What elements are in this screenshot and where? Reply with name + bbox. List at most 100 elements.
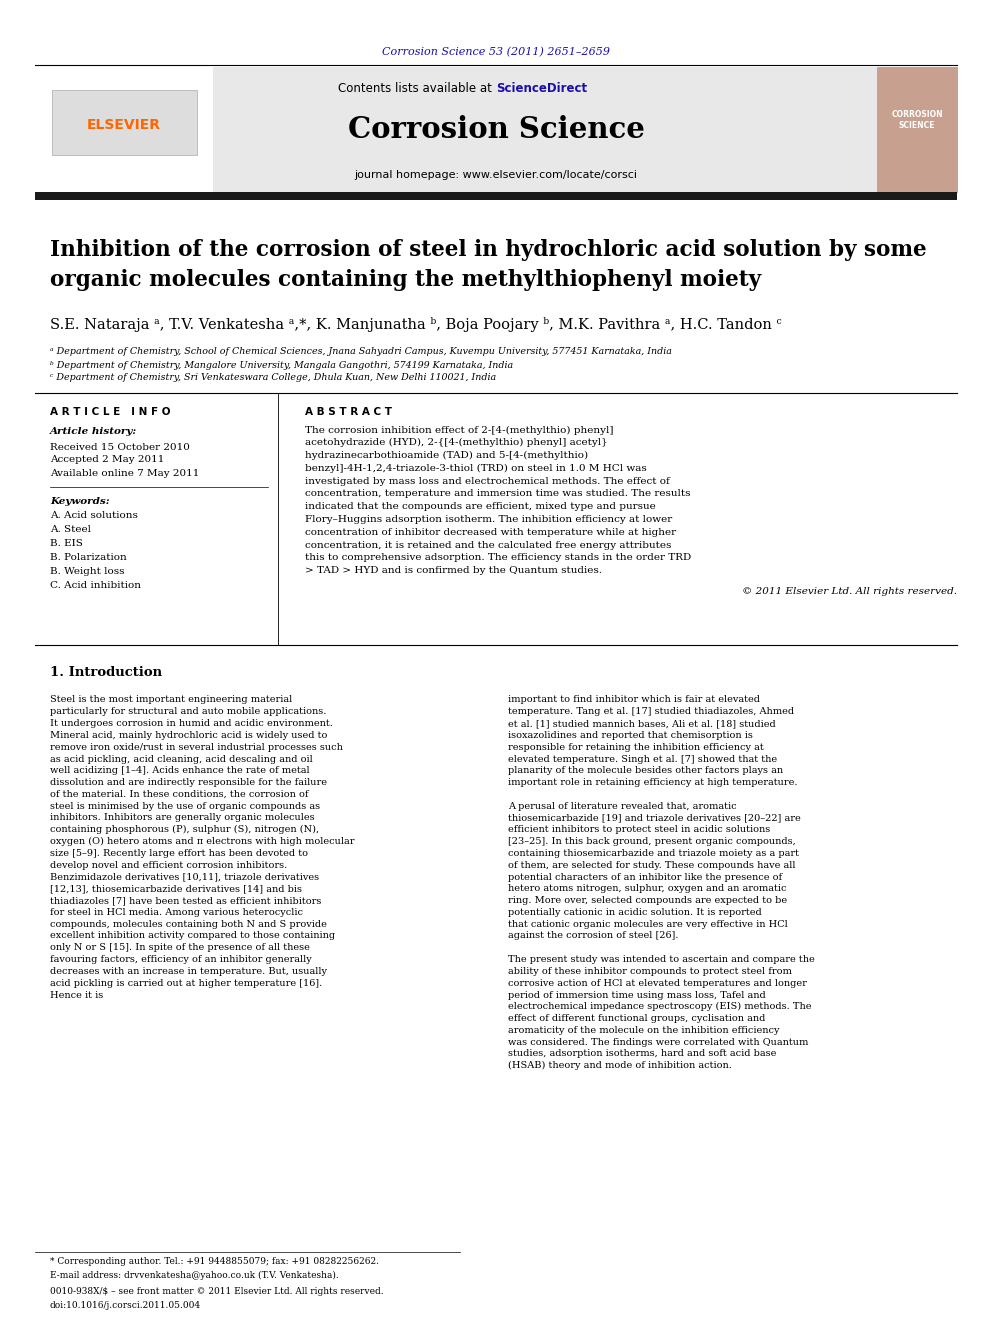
Text: important to find inhibitor which is fair at elevated: important to find inhibitor which is fai… — [508, 696, 760, 705]
Text: 1. Introduction: 1. Introduction — [50, 665, 162, 679]
Bar — [35, 67, 877, 192]
Text: Article history:: Article history: — [50, 427, 137, 437]
Text: of them, are selected for study. These compounds have all: of them, are selected for study. These c… — [508, 861, 796, 869]
Text: develop novel and efficient corrosion inhibitors.: develop novel and efficient corrosion in… — [50, 861, 288, 869]
Bar — [877, 67, 957, 192]
Text: hydrazinecarbothioamide (TAD) and 5-[4-(methylthio): hydrazinecarbothioamide (TAD) and 5-[4-(… — [305, 451, 588, 460]
Text: efficient inhibitors to protect steel in acidic solutions: efficient inhibitors to protect steel in… — [508, 826, 770, 835]
Text: indicated that the compounds are efficient, mixed type and pursue: indicated that the compounds are efficie… — [305, 503, 656, 511]
Text: [12,13], thiosemicarbazide derivatives [14] and bis: [12,13], thiosemicarbazide derivatives [… — [50, 884, 302, 893]
Text: Corrosion Science 53 (2011) 2651–2659: Corrosion Science 53 (2011) 2651–2659 — [382, 46, 610, 57]
Text: for steel in HCl media. Among various heterocyclic: for steel in HCl media. Among various he… — [50, 908, 303, 917]
Text: Corrosion Science: Corrosion Science — [347, 115, 645, 144]
Text: A B S T R A C T: A B S T R A C T — [305, 407, 392, 417]
Text: B. Weight loss: B. Weight loss — [50, 568, 125, 577]
Text: Benzimidazole derivatives [10,11], triazole derivatives: Benzimidazole derivatives [10,11], triaz… — [50, 872, 319, 881]
Text: of the material. In these conditions, the corrosion of: of the material. In these conditions, th… — [50, 790, 309, 799]
Text: responsible for retaining the inhibition efficiency at: responsible for retaining the inhibition… — [508, 742, 764, 751]
Text: Accepted 2 May 2011: Accepted 2 May 2011 — [50, 455, 165, 464]
Text: Available online 7 May 2011: Available online 7 May 2011 — [50, 468, 199, 478]
Text: Received 15 October 2010: Received 15 October 2010 — [50, 442, 189, 451]
Text: excellent inhibition activity compared to those containing: excellent inhibition activity compared t… — [50, 931, 335, 941]
Text: elevated temperature. Singh et al. [7] showed that the: elevated temperature. Singh et al. [7] s… — [508, 754, 777, 763]
Text: was considered. The findings were correlated with Quantum: was considered. The findings were correl… — [508, 1037, 808, 1046]
Text: ability of these inhibitor compounds to protect steel from: ability of these inhibitor compounds to … — [508, 967, 792, 976]
Text: A. Acid solutions: A. Acid solutions — [50, 512, 138, 520]
Text: acid pickling is carried out at higher temperature [16].: acid pickling is carried out at higher t… — [50, 979, 322, 988]
Bar — [52, 90, 197, 155]
Text: ScienceDirect: ScienceDirect — [496, 82, 587, 94]
Text: aromaticity of the molecule on the inhibition efficiency: aromaticity of the molecule on the inhib… — [508, 1025, 780, 1035]
Text: Inhibition of the corrosion of steel in hydrochloric acid solution by some
organ: Inhibition of the corrosion of steel in … — [50, 239, 927, 291]
Text: acetohydrazide (HYD), 2-{[4-(methylthio) phenyl] acetyl}: acetohydrazide (HYD), 2-{[4-(methylthio)… — [305, 438, 608, 447]
Text: Contents lists available at: Contents lists available at — [338, 82, 496, 94]
Text: decreases with an increase in temperature. But, usually: decreases with an increase in temperatur… — [50, 967, 327, 976]
Text: C. Acid inhibition: C. Acid inhibition — [50, 582, 141, 590]
Text: potential characters of an inhibitor like the presence of: potential characters of an inhibitor lik… — [508, 872, 782, 881]
Text: studies, adsorption isotherms, hard and soft acid base: studies, adsorption isotherms, hard and … — [508, 1049, 777, 1058]
Text: isoxazolidines and reported that chemisorption is: isoxazolidines and reported that chemiso… — [508, 730, 753, 740]
Text: A perusal of literature revealed that, aromatic: A perusal of literature revealed that, a… — [508, 802, 737, 811]
Text: favouring factors, efficiency of an inhibitor generally: favouring factors, efficiency of an inhi… — [50, 955, 311, 964]
Text: E-mail address: drvvenkatesha@yahoo.co.uk (T.V. Venkatesha).: E-mail address: drvvenkatesha@yahoo.co.u… — [50, 1270, 338, 1279]
Text: only N or S [15]. In spite of the presence of all these: only N or S [15]. In spite of the presen… — [50, 943, 310, 953]
Text: inhibitors. Inhibitors are generally organic molecules: inhibitors. Inhibitors are generally org… — [50, 814, 314, 823]
Text: concentration, temperature and immersion time was studied. The results: concentration, temperature and immersion… — [305, 490, 690, 499]
Text: steel is minimised by the use of organic compounds as: steel is minimised by the use of organic… — [50, 802, 320, 811]
Bar — [35, 67, 213, 192]
Text: thiosemicarbazide [19] and triazole derivatives [20–22] are: thiosemicarbazide [19] and triazole deri… — [508, 814, 801, 823]
Text: electrochemical impedance spectroscopy (EIS) methods. The: electrochemical impedance spectroscopy (… — [508, 1003, 811, 1011]
Text: concentration, it is retained and the calculated free energy attributes: concentration, it is retained and the ca… — [305, 541, 672, 549]
Text: containing thiosemicarbazide and triazole moiety as a part: containing thiosemicarbazide and triazol… — [508, 849, 799, 857]
Text: > TAD > HYD and is confirmed by the Quantum studies.: > TAD > HYD and is confirmed by the Quan… — [305, 566, 602, 576]
Text: as acid pickling, acid cleaning, acid descaling and oil: as acid pickling, acid cleaning, acid de… — [50, 754, 312, 763]
Text: investigated by mass loss and electrochemical methods. The effect of: investigated by mass loss and electroche… — [305, 476, 670, 486]
Text: CORROSION
SCIENCE: CORROSION SCIENCE — [891, 110, 942, 130]
Text: benzyl]-4H-1,2,4-triazole-3-thiol (TRD) on steel in 1.0 M HCl was: benzyl]-4H-1,2,4-triazole-3-thiol (TRD) … — [305, 464, 647, 472]
Text: A. Steel: A. Steel — [50, 525, 91, 534]
Text: Flory–Huggins adsorption isotherm. The inhibition efficiency at lower: Flory–Huggins adsorption isotherm. The i… — [305, 515, 673, 524]
Text: journal homepage: www.elsevier.com/locate/corsci: journal homepage: www.elsevier.com/locat… — [354, 169, 638, 180]
Text: ring. More over, selected compounds are expected to be: ring. More over, selected compounds are … — [508, 896, 787, 905]
Text: against the corrosion of steel [26].: against the corrosion of steel [26]. — [508, 931, 679, 941]
Text: Mineral acid, mainly hydrochloric acid is widely used to: Mineral acid, mainly hydrochloric acid i… — [50, 730, 327, 740]
Text: remove iron oxide/rust in several industrial processes such: remove iron oxide/rust in several indust… — [50, 742, 343, 751]
Text: period of immersion time using mass loss, Tafel and: period of immersion time using mass loss… — [508, 991, 766, 999]
Text: ELSEVIER: ELSEVIER — [87, 118, 161, 132]
Text: containing phosphorous (P), sulphur (S), nitrogen (N),: containing phosphorous (P), sulphur (S),… — [50, 826, 319, 835]
Text: B. Polarization: B. Polarization — [50, 553, 127, 562]
Text: B. EIS: B. EIS — [50, 540, 83, 549]
Text: concentration of inhibitor decreased with temperature while at higher: concentration of inhibitor decreased wit… — [305, 528, 677, 537]
Text: potentially cationic in acidic solution. It is reported: potentially cationic in acidic solution.… — [508, 908, 762, 917]
Text: doi:10.1016/j.corsci.2011.05.004: doi:10.1016/j.corsci.2011.05.004 — [50, 1301, 201, 1310]
Text: ᶜ Department of Chemistry, Sri Venkateswara College, Dhula Kuan, New Delhi 11002: ᶜ Department of Chemistry, Sri Venkatesw… — [50, 373, 496, 382]
Text: well acidizing [1–4]. Acids enhance the rate of metal: well acidizing [1–4]. Acids enhance the … — [50, 766, 310, 775]
Text: Keywords:: Keywords: — [50, 496, 110, 505]
Text: important role in retaining efficiency at high temperature.: important role in retaining efficiency a… — [508, 778, 798, 787]
Text: [23–25]. In this back ground, present organic compounds,: [23–25]. In this back ground, present or… — [508, 837, 796, 847]
Text: that cationic organic molecules are very effective in HCl: that cationic organic molecules are very… — [508, 919, 788, 929]
Text: ᵃ Department of Chemistry, School of Chemical Sciences, Jnana Sahyadri Campus, K: ᵃ Department of Chemistry, School of Che… — [50, 348, 672, 356]
Text: hetero atoms nitrogen, sulphur, oxygen and an aromatic: hetero atoms nitrogen, sulphur, oxygen a… — [508, 884, 787, 893]
Text: Hence it is: Hence it is — [50, 991, 103, 999]
Text: planarity of the molecule besides other factors plays an: planarity of the molecule besides other … — [508, 766, 783, 775]
Text: this to comprehensive adsorption. The efficiency stands in the order TRD: this to comprehensive adsorption. The ef… — [305, 553, 691, 562]
Text: temperature. Tang et al. [17] studied thiadiazoles, Ahmed: temperature. Tang et al. [17] studied th… — [508, 708, 795, 716]
Text: (HSAB) theory and mode of inhibition action.: (HSAB) theory and mode of inhibition act… — [508, 1061, 732, 1070]
Text: corrosive action of HCl at elevated temperatures and longer: corrosive action of HCl at elevated temp… — [508, 979, 806, 988]
Text: It undergoes corrosion in humid and acidic environment.: It undergoes corrosion in humid and acid… — [50, 720, 333, 728]
Text: A R T I C L E   I N F O: A R T I C L E I N F O — [50, 407, 171, 417]
Text: et al. [1] studied mannich bases, Ali et al. [18] studied: et al. [1] studied mannich bases, Ali et… — [508, 720, 776, 728]
Text: Steel is the most important engineering material: Steel is the most important engineering … — [50, 696, 293, 705]
Text: 0010-938X/$ – see front matter © 2011 Elsevier Ltd. All rights reserved.: 0010-938X/$ – see front matter © 2011 El… — [50, 1287, 384, 1297]
Text: thiadiazoles [7] have been tested as efficient inhibitors: thiadiazoles [7] have been tested as eff… — [50, 896, 321, 905]
Text: oxygen (O) hetero atoms and π electrons with high molecular: oxygen (O) hetero atoms and π electrons … — [50, 837, 354, 847]
Text: size [5–9]. Recently large effort has been devoted to: size [5–9]. Recently large effort has be… — [50, 849, 308, 857]
Text: compounds, molecules containing both N and S provide: compounds, molecules containing both N a… — [50, 919, 327, 929]
Text: ᵇ Department of Chemistry, Mangalore University, Mangala Gangothri, 574199 Karna: ᵇ Department of Chemistry, Mangalore Uni… — [50, 360, 513, 369]
Text: dissolution and are indirectly responsible for the failure: dissolution and are indirectly responsib… — [50, 778, 327, 787]
Text: The present study was intended to ascertain and compare the: The present study was intended to ascert… — [508, 955, 814, 964]
Text: effect of different functional groups, cyclisation and: effect of different functional groups, c… — [508, 1015, 766, 1023]
Text: particularly for structural and auto mobile applications.: particularly for structural and auto mob… — [50, 708, 326, 716]
Text: The corrosion inhibition effect of 2-[4-(methylthio) phenyl]: The corrosion inhibition effect of 2-[4-… — [305, 426, 613, 434]
